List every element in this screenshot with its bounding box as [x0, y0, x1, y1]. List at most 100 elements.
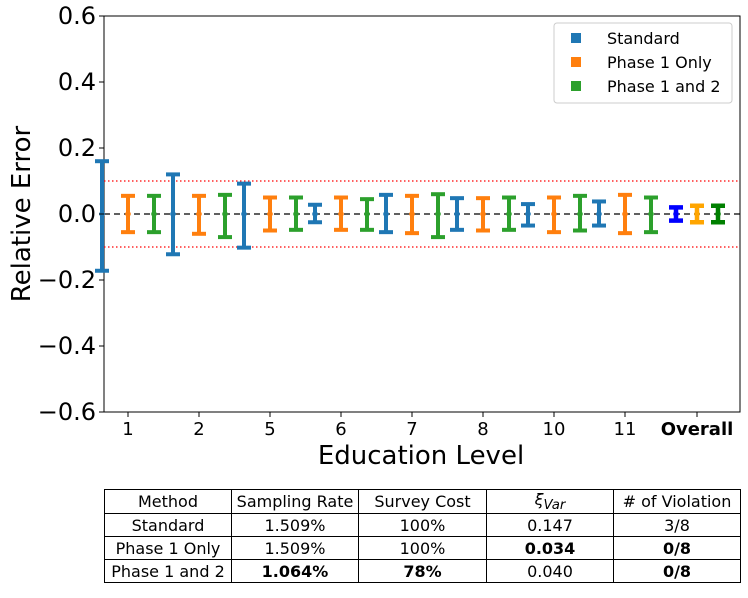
legend: Standard Phase 1 Only Phase 1 and 2	[553, 22, 733, 104]
legend-label-phase1: Phase 1 Only	[607, 53, 712, 72]
error-bar-point	[715, 211, 721, 217]
cell-method: Phase 1 and 2	[104, 559, 232, 584]
x-tick-label: 1	[122, 419, 133, 440]
cell-cost: 100%	[358, 536, 487, 561]
legend-box	[553, 22, 733, 104]
cell-violations: 0/8	[613, 559, 741, 584]
error-bar-phase-1-and-2-5	[289, 195, 303, 232]
y-tick-label: 0.0	[58, 200, 96, 228]
header-survey-cost: Survey Cost	[358, 488, 487, 515]
error-bar-point	[293, 211, 299, 217]
legend-marker-phase1	[571, 57, 581, 67]
error-bar-phase-1-and-2-10	[573, 193, 587, 233]
error-bar-point	[480, 211, 486, 217]
error-bar-phase-1-only-6	[334, 195, 348, 232]
error-bar-point	[267, 211, 273, 217]
error-bar-point	[409, 211, 415, 217]
cell-xi: 0.040	[486, 559, 614, 584]
summary-table: Method Sampling Rate Survey Cost ξVar # …	[104, 488, 741, 584]
legend-marker-standard	[571, 33, 581, 43]
error-bar-point	[170, 211, 176, 217]
cell-rate: 1.064%	[231, 559, 359, 584]
error-bar-phase-1-and-2-6	[360, 197, 374, 232]
x-tick-label: 2	[193, 419, 204, 440]
error-bar-point	[525, 211, 531, 217]
table-header-row: Method Sampling Rate Survey Cost ξVar # …	[104, 488, 741, 515]
cell-rate: 1.509%	[231, 536, 359, 561]
y-tick-label: −0.6	[38, 398, 96, 426]
error-bar-point	[506, 211, 512, 217]
error-bar-point	[338, 211, 344, 217]
header-violations: # of Violation	[613, 488, 741, 515]
error-bar-overall-standard	[669, 205, 683, 223]
error-bar-standard-6	[308, 202, 322, 225]
error-bar-phase-1-and-2-1	[147, 193, 161, 235]
error-bar-phase-1-only-8	[476, 196, 490, 233]
x-tick-label: 6	[335, 419, 346, 440]
y-tick-label: −0.2	[38, 266, 96, 294]
error-bar-point	[622, 211, 628, 217]
var-subscript: Var	[543, 498, 566, 514]
cell-xi: 0.147	[486, 513, 614, 538]
cell-violations: 0/8	[613, 536, 741, 561]
x-tick-label: 11	[614, 419, 637, 440]
error-bar-standard-1	[95, 159, 109, 273]
error-bar-phase-1-only-10	[547, 195, 561, 235]
header-xi-var: ξVar	[486, 488, 614, 515]
header-sampling-rate: Sampling Rate	[231, 488, 359, 515]
cell-cost: 100%	[358, 513, 487, 538]
error-bar-standard-8	[450, 196, 464, 232]
error-bar-point	[694, 211, 700, 217]
error-bar-standard-10	[521, 202, 535, 228]
error-bar-phase-1-only-7	[405, 193, 419, 236]
error-bar-point	[312, 211, 318, 217]
error-bar-point	[125, 211, 131, 217]
legend-label-standard: Standard	[607, 29, 680, 48]
table-row: Phase 1 Only 1.509% 100% 0.034 0/8	[104, 536, 741, 561]
error-bar-overall-phase-1-only	[690, 203, 704, 225]
error-bar-point	[596, 211, 602, 217]
error-bar-standard-2	[166, 172, 180, 257]
xi-symbol: ξ	[534, 490, 544, 509]
error-bar-phase-1-and-2-2	[218, 192, 232, 240]
error-bar-standard-11	[592, 199, 606, 228]
y-tick-label: 0.6	[58, 2, 96, 30]
error-bar-phase-1-and-2-7	[431, 192, 445, 240]
error-bar-point	[673, 211, 679, 217]
error-bar-point	[551, 211, 557, 217]
error-bar-point	[364, 211, 370, 217]
error-bar-point	[222, 211, 228, 217]
y-axis-label: Relative Error	[7, 125, 37, 302]
legend-marker-phase12	[571, 81, 581, 91]
error-bar-phase-1-and-2-8	[502, 195, 516, 232]
x-tick-label: 7	[406, 419, 417, 440]
cell-rate: 1.509%	[231, 513, 359, 538]
error-bar-point	[648, 211, 654, 217]
error-bar-chart: 0.6 0.4 0.2 0.0 −0.2 −0.4 −0.6 1 2 5 6 7 8 10 11 Overa…	[7, 2, 741, 471]
x-tick-label: 8	[477, 419, 488, 440]
x-tick-label: Overall	[661, 419, 734, 440]
y-tick-label: 0.2	[58, 134, 96, 162]
error-bar-phase-1-and-2-11	[644, 195, 658, 235]
error-bar-point	[151, 211, 157, 217]
error-bar-phase-1-only-2	[192, 193, 206, 236]
x-tick-label: 5	[264, 419, 275, 440]
cell-xi: 0.034	[486, 536, 614, 561]
legend-label-phase12: Phase 1 and 2	[607, 77, 721, 96]
x-axis-label: Education Level	[318, 441, 524, 471]
table-row: Phase 1 and 2 1.064% 78% 0.040 0/8	[104, 559, 741, 584]
error-bar-point	[383, 211, 389, 217]
error-bar-point	[196, 211, 202, 217]
error-bar-point	[454, 211, 460, 217]
x-tick-label: 10	[543, 419, 566, 440]
error-bar-standard-7	[379, 192, 393, 235]
table-row: Standard 1.509% 100% 0.147 3/8	[104, 513, 741, 538]
error-bar-phase-1-only-11	[618, 192, 632, 236]
y-tick-label: 0.4	[58, 68, 96, 96]
error-bar-point	[241, 211, 247, 217]
error-bar-phase-1-only-5	[263, 195, 277, 233]
cell-method: Phase 1 Only	[104, 536, 232, 561]
error-bar-point	[435, 211, 441, 217]
header-method: Method	[104, 488, 232, 515]
error-bar-phase-1-only-1	[121, 193, 135, 235]
